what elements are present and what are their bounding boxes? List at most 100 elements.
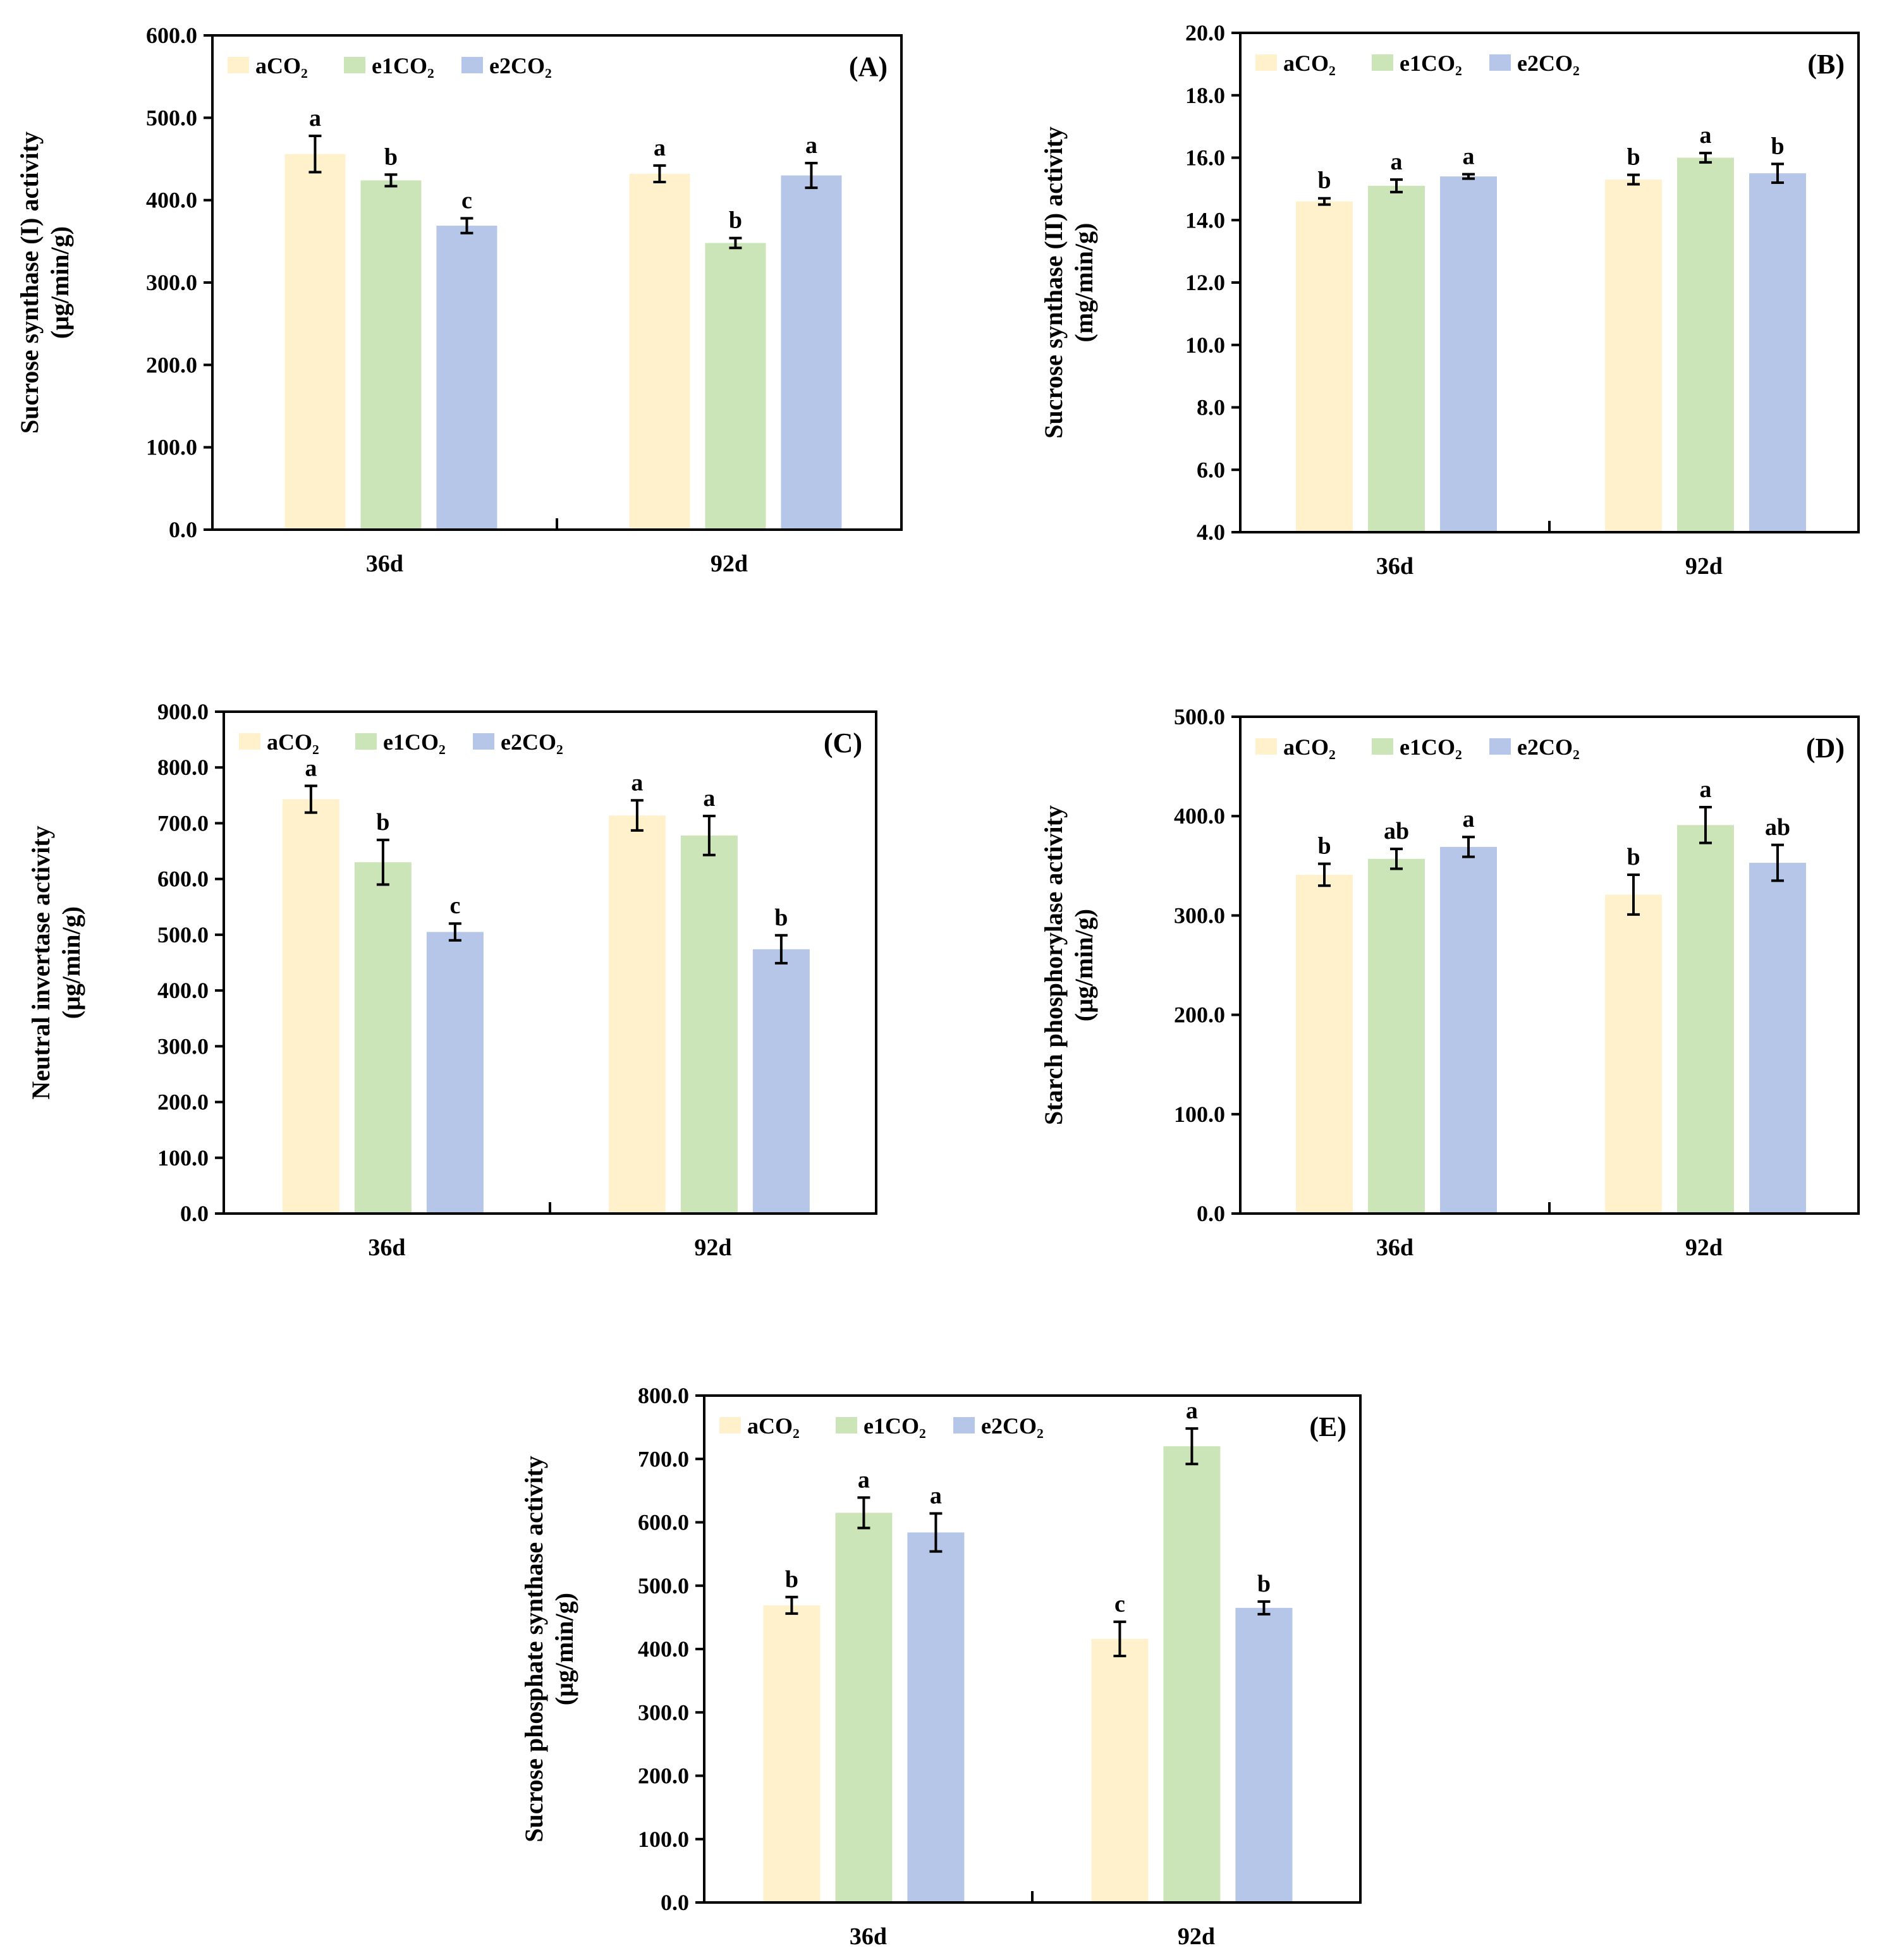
- bar: [705, 243, 766, 530]
- y-axis-label-line: Starch phosphorylase activity: [1039, 805, 1068, 1125]
- y-axis-label-line: (μg/min/g): [550, 1593, 578, 1705]
- legend-label: e1CO₂: [383, 729, 446, 755]
- legend-label: e2CO₂: [981, 1413, 1044, 1439]
- legend-swatch: [1489, 54, 1511, 71]
- y-axis-label-line: (μg/min/g): [57, 906, 85, 1019]
- legend-label: aCO₂: [255, 53, 308, 78]
- legend-swatch: [953, 1417, 975, 1433]
- y-axis-label: Sucrose synthase (I) activity(μg/min/g): [15, 131, 74, 434]
- legend-swatch: [473, 733, 494, 750]
- significance-letter: a: [930, 1482, 942, 1509]
- legend-label: aCO₂: [1283, 734, 1336, 760]
- bar: [752, 949, 810, 1214]
- bar: [608, 815, 666, 1214]
- significance-letter: b: [1257, 1571, 1271, 1597]
- legend-swatch: [344, 57, 365, 73]
- significance-letter: a: [1463, 806, 1475, 832]
- legend-swatch: [239, 733, 260, 750]
- y-tick-label: 20.0: [1185, 20, 1225, 46]
- significance-letter: b: [384, 143, 398, 170]
- legend-label: e2CO₂: [1517, 51, 1580, 76]
- legend-swatch: [1372, 738, 1393, 755]
- y-tick-label: 500.0: [146, 105, 197, 130]
- significance-letter: a: [805, 132, 817, 159]
- legend-swatch: [1255, 738, 1277, 755]
- bar: [1296, 201, 1353, 532]
- significance-letter: ab: [1384, 818, 1409, 844]
- significance-letter: ab: [1765, 814, 1790, 841]
- panel-label: (D): [1806, 733, 1845, 764]
- y-axis-label: Neutral invertase activity(μg/min/g): [27, 825, 85, 1099]
- significance-letter: c: [449, 892, 460, 919]
- significance-letter: a: [309, 105, 321, 131]
- legend-swatch: [228, 57, 249, 73]
- y-tick-label: 100.0: [157, 1145, 209, 1171]
- chart-panel-2: b a a 36d b a b 92d 4.0 6.0 8.0 10.0 12.0 14.0 16.0 18.…: [1039, 20, 1860, 580]
- legend-swatch: [461, 57, 483, 73]
- y-tick-label: 300.0: [638, 1700, 689, 1725]
- y-axis-label-line: Sucrose phosphate synthase activity: [520, 1456, 548, 1842]
- legend-label: e1CO₂: [1400, 734, 1462, 760]
- y-axis-label: Starch phosphorylase activity(μg/min/g): [1039, 805, 1098, 1125]
- y-tick-label: 200.0: [146, 352, 197, 377]
- x-tick-label: 36d: [366, 551, 403, 577]
- chart-panel-4: b ab a 36d b a ab 92d 0.0 100.0 200.0 300.0 400.0 500…: [1039, 704, 1860, 1261]
- x-tick-label: 92d: [1685, 553, 1723, 580]
- y-tick-label: 600.0: [146, 23, 197, 48]
- y-tick-label: 400.0: [146, 188, 197, 213]
- x-tick-label: 92d: [694, 1234, 731, 1261]
- y-axis-label: Sucrose synthase (II) activity(mg/min/g): [1039, 126, 1098, 439]
- y-tick-label: 8.0: [1197, 395, 1225, 420]
- bar: [680, 835, 738, 1214]
- legend-swatch: [1489, 738, 1511, 755]
- chart-panel-1: a b c 36d a b a 92d 0.0 100.0 200.0 300.0 400.0 500.0…: [15, 23, 903, 577]
- significance-letter: b: [785, 1566, 798, 1593]
- x-tick-label: 36d: [1376, 1234, 1413, 1261]
- y-tick-label: 500.0: [1174, 704, 1225, 729]
- y-axis-label-line: (μg/min/g): [1070, 909, 1098, 1021]
- bar: [284, 154, 346, 530]
- bar: [360, 180, 422, 530]
- y-tick-label: 200.0: [1174, 1002, 1225, 1028]
- y-tick-label: 12.0: [1185, 270, 1225, 295]
- y-tick-label: 700.0: [157, 810, 209, 836]
- y-axis-label-line: (mg/min/g): [1070, 223, 1098, 343]
- legend-label: aCO₂: [747, 1413, 800, 1439]
- y-tick-label: 100.0: [146, 435, 197, 460]
- y-axis-label-line: (μg/min/g): [46, 226, 74, 339]
- bar: [426, 932, 484, 1214]
- bar: [835, 1513, 893, 1902]
- y-tick-label: 300.0: [1174, 903, 1225, 928]
- legend-label: aCO₂: [1283, 51, 1336, 76]
- legend: aCO₂ e1CO₂ e2CO₂: [228, 53, 552, 78]
- bar: [1296, 874, 1353, 1214]
- significance-letter: b: [1317, 167, 1331, 194]
- y-tick-label: 200.0: [157, 1090, 209, 1115]
- significance-letter: a: [1700, 122, 1712, 149]
- x-tick-label: 36d: [1376, 553, 1413, 580]
- y-tick-label: 500.0: [157, 922, 209, 947]
- x-tick-label: 92d: [1685, 1234, 1723, 1261]
- y-tick-label: 18.0: [1185, 83, 1225, 108]
- y-tick-label: 200.0: [638, 1763, 689, 1789]
- y-tick-label: 800.0: [157, 755, 209, 780]
- bar: [1605, 180, 1663, 532]
- x-tick-label: 92d: [1178, 1923, 1215, 1950]
- legend-swatch: [1372, 54, 1393, 71]
- bar: [1749, 173, 1807, 532]
- significance-letter: b: [1627, 844, 1640, 870]
- bar: [763, 1605, 821, 1902]
- y-tick-label: 500.0: [638, 1573, 689, 1598]
- legend-swatch: [355, 733, 377, 750]
- bar: [354, 862, 412, 1214]
- significance-letter: c: [1114, 1591, 1125, 1617]
- significance-letter: b: [1627, 144, 1640, 171]
- bar: [282, 799, 339, 1214]
- panel-label: (C): [824, 727, 862, 758]
- y-tick-label: 800.0: [638, 1383, 689, 1408]
- bar: [436, 226, 497, 530]
- legend-label: e1CO₂: [864, 1413, 926, 1439]
- significance-letter: a: [858, 1466, 870, 1493]
- bar: [1440, 176, 1498, 532]
